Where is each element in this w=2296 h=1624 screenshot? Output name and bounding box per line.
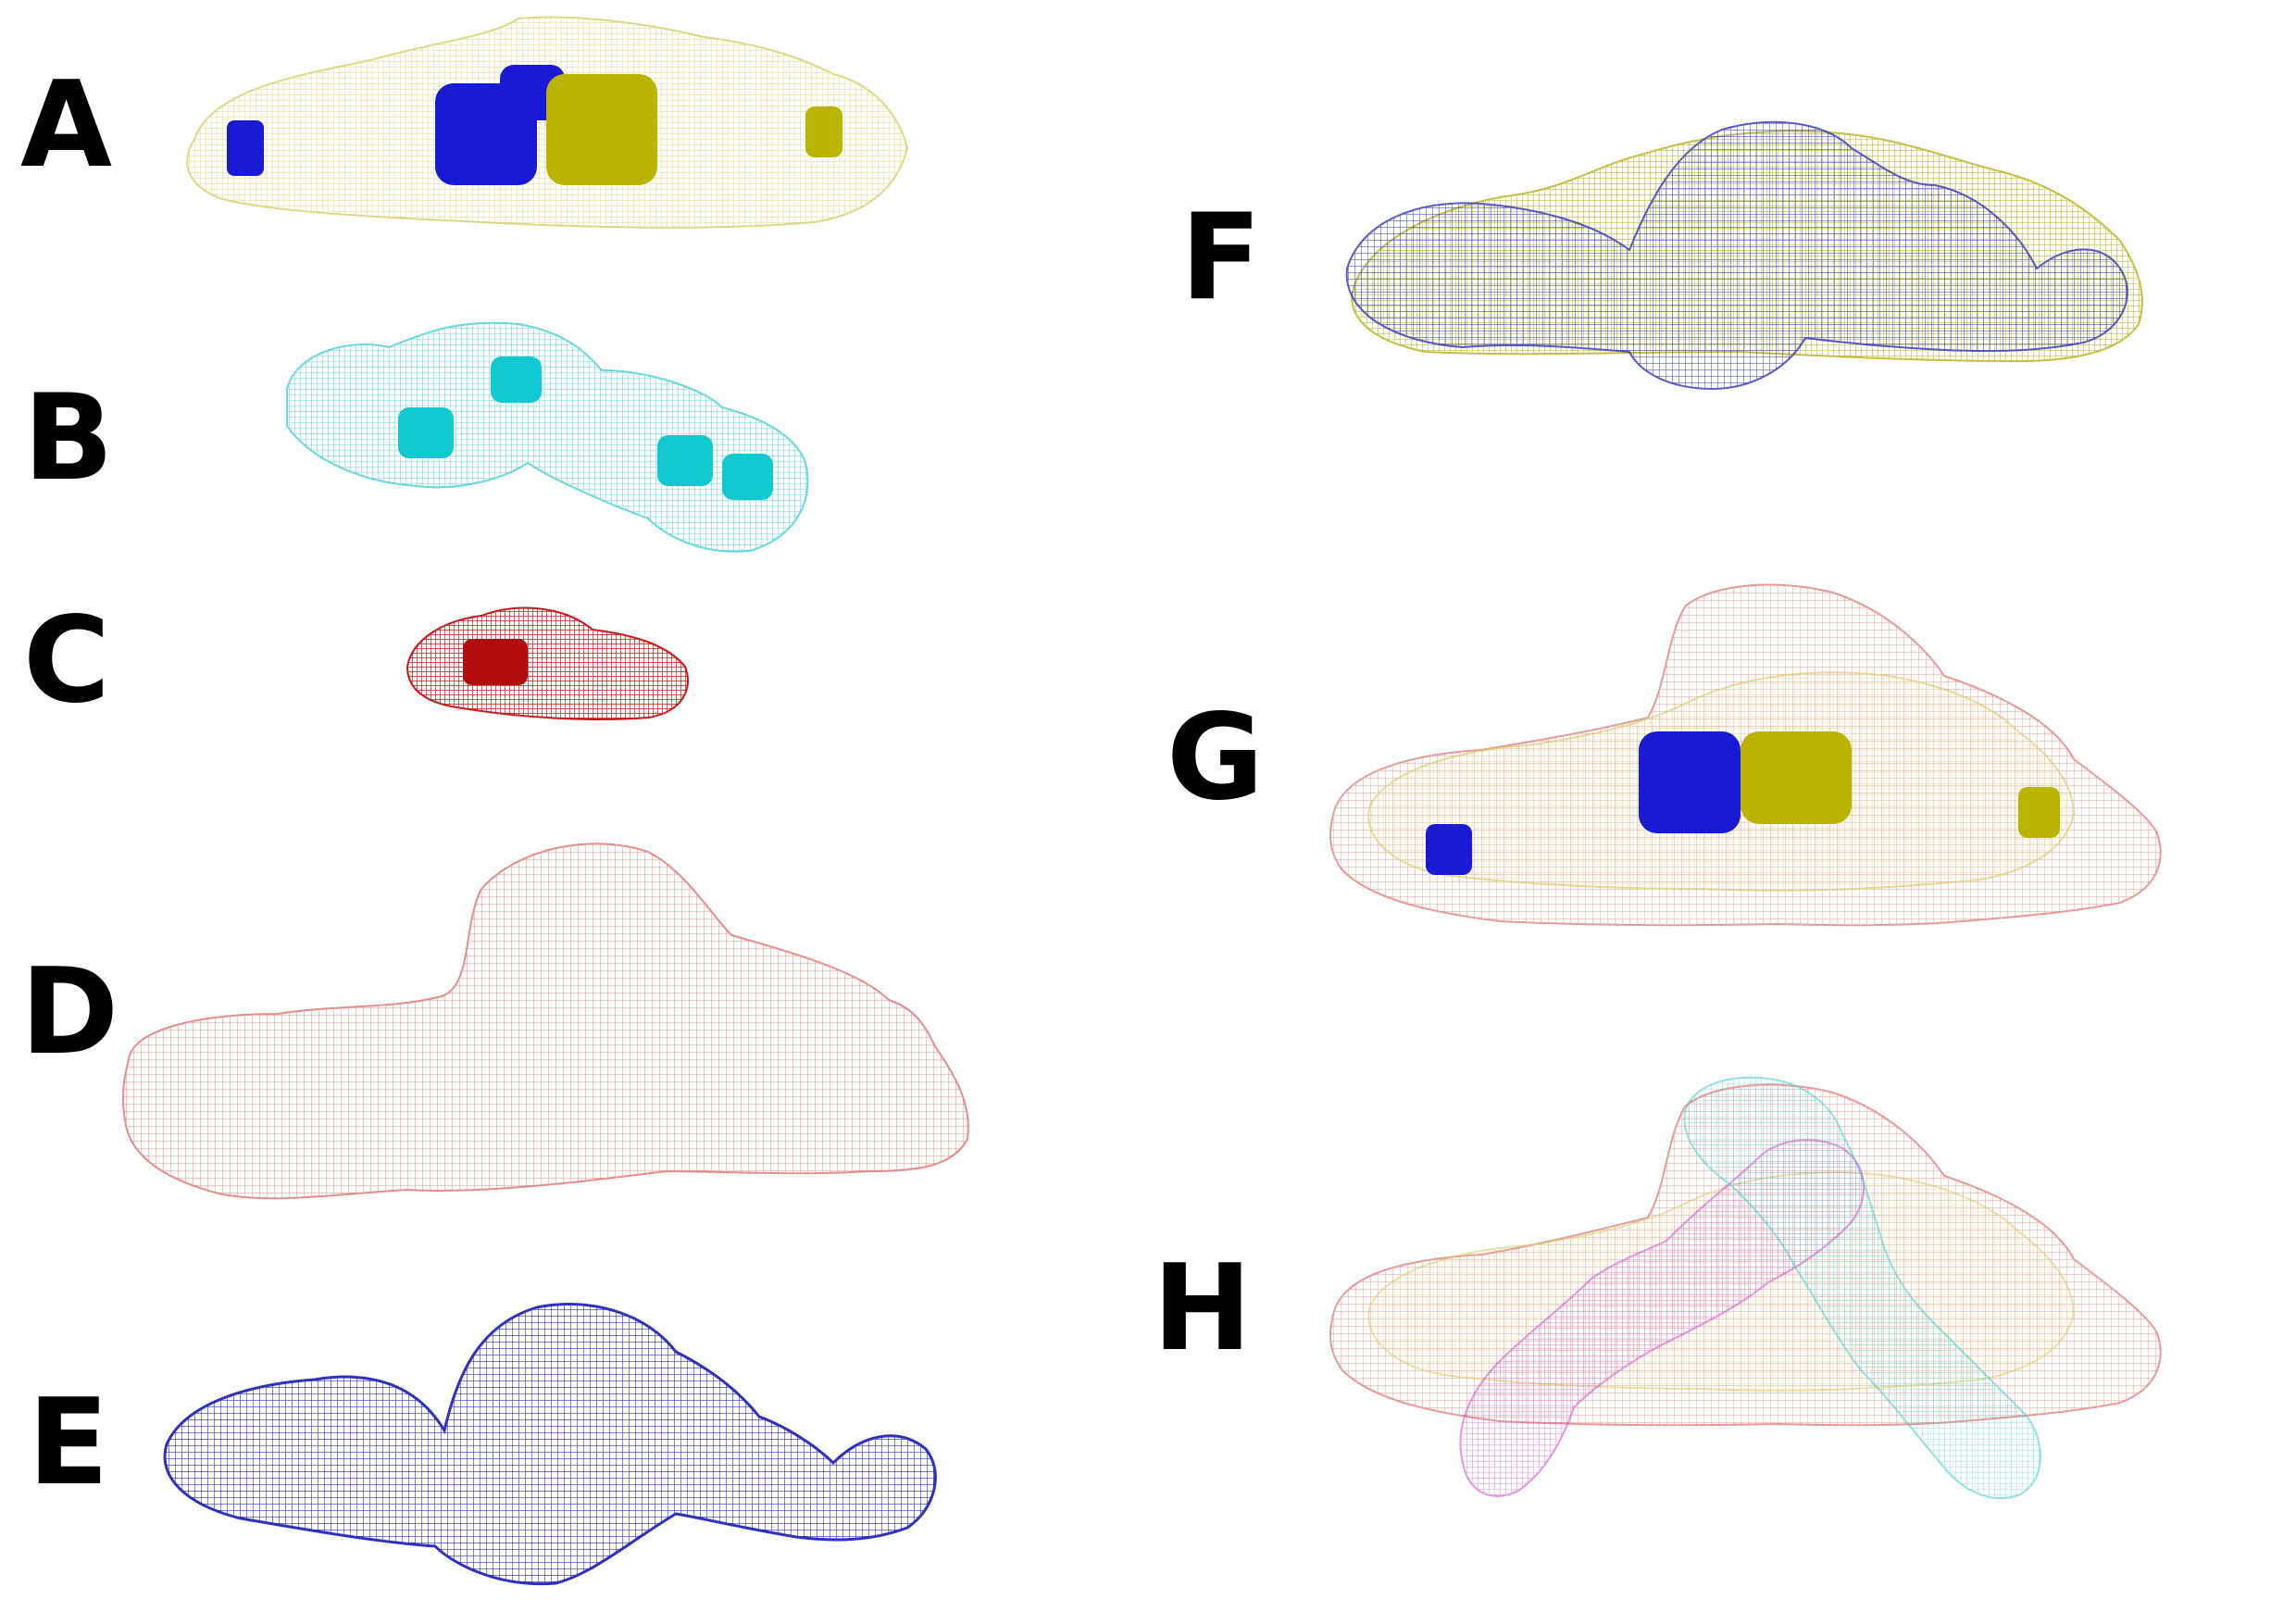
panel-label-d: D	[20, 943, 119, 1081]
panel-label-e: E	[28, 1374, 109, 1512]
panel-label-f: F	[1180, 189, 1262, 327]
panel-d-mesh	[121, 843, 969, 1200]
panel-g-blue-cartoon	[1426, 731, 1741, 875]
panel-c-cartoon	[463, 639, 528, 685]
panel-a-structure	[186, 16, 909, 229]
panel-label-h: H	[1153, 1240, 1253, 1378]
panel-e-structure	[163, 1303, 937, 1586]
panel-g-structure	[1329, 583, 2162, 927]
panel-d-structure	[121, 843, 969, 1200]
panel-c-structure	[406, 606, 690, 720]
panel-b-structure	[286, 321, 809, 553]
panel-label-g: G	[1167, 689, 1265, 827]
panel-g-yellow-cartoon	[1741, 731, 2060, 838]
panel-e-mesh	[163, 1303, 937, 1586]
panel-label-b: B	[23, 369, 114, 507]
panel-f-structure	[1345, 120, 2143, 391]
panel-b-mesh	[286, 321, 809, 553]
panel-label-a: A	[20, 56, 113, 194]
panel-b-cartoon	[398, 356, 773, 500]
panel-c-mesh	[406, 606, 690, 720]
panel-h-structure	[1329, 1076, 2162, 1500]
panel-a-yellow-cartoon	[546, 74, 842, 185]
panel-h-teal-mesh	[1683, 1076, 2041, 1500]
panel-f-blue-mesh	[1345, 120, 2128, 391]
panel-a-blue-cartoon	[227, 65, 565, 185]
panel-label-c: C	[23, 592, 110, 730]
